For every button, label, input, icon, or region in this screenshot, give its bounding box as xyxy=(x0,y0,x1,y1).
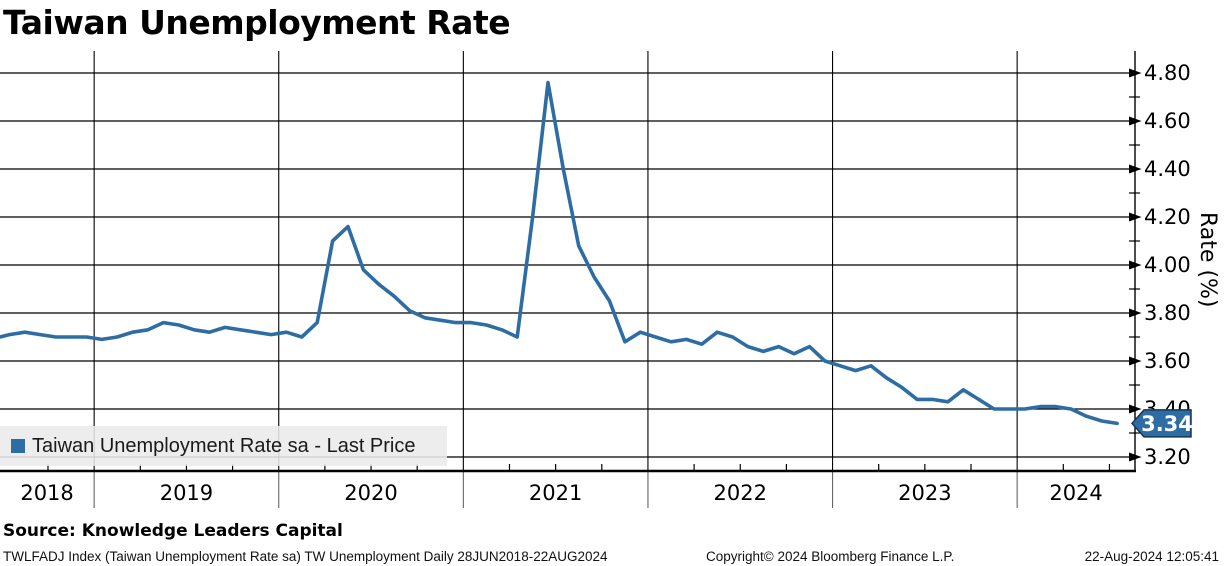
x-axis-tick-label: 2021 xyxy=(528,481,583,505)
x-axis-tick-label: 2024 xyxy=(1049,481,1103,505)
footer-timestamp: 22-Aug-2024 12:05:41 xyxy=(1084,549,1219,564)
x-axis-tick-label: 2020 xyxy=(344,481,398,505)
unemployment-rate-series-line xyxy=(0,80,1119,426)
y-axis-tick-label: 4.60 xyxy=(1144,109,1191,133)
source-line: Source: Knowledge Leaders Capital xyxy=(3,521,343,541)
y-axis-tick-label: 4.80 xyxy=(1144,61,1191,85)
y-axis-tick-label: 3.80 xyxy=(1144,301,1191,325)
last-price-label: 3.34 xyxy=(1141,412,1193,436)
x-axis-tick-label: 2019 xyxy=(159,481,214,505)
y-axis-tick-label: 3.60 xyxy=(1144,349,1191,373)
y-axis-tick-label: 3.20 xyxy=(1144,445,1191,469)
y-axis-tick-label: 4.40 xyxy=(1144,157,1191,181)
last-price-badge xyxy=(1130,409,1192,438)
footer-copyright: Copyright© 2024 Bloomberg Finance L.P. xyxy=(706,549,955,564)
legend: Taiwan Unemployment Rate sa - Last Price xyxy=(0,426,447,466)
legend-marker-icon xyxy=(11,439,25,453)
x-axis-tick-label: 2018 xyxy=(20,481,74,505)
legend-series-label: Taiwan Unemployment Rate sa - Last Price xyxy=(32,434,416,457)
footer-ticker-info: TWLFADJ Index (Taiwan Unemployment Rate … xyxy=(3,549,608,564)
y-axis-tick-label: 4.20 xyxy=(1144,205,1191,229)
page-title: Taiwan Unemployment Rate xyxy=(3,3,511,42)
x-axis-tick-label: 2022 xyxy=(713,481,767,505)
y-axis-tick-label: 4.00 xyxy=(1144,253,1191,277)
x-axis-tick-label: 2023 xyxy=(898,481,952,505)
